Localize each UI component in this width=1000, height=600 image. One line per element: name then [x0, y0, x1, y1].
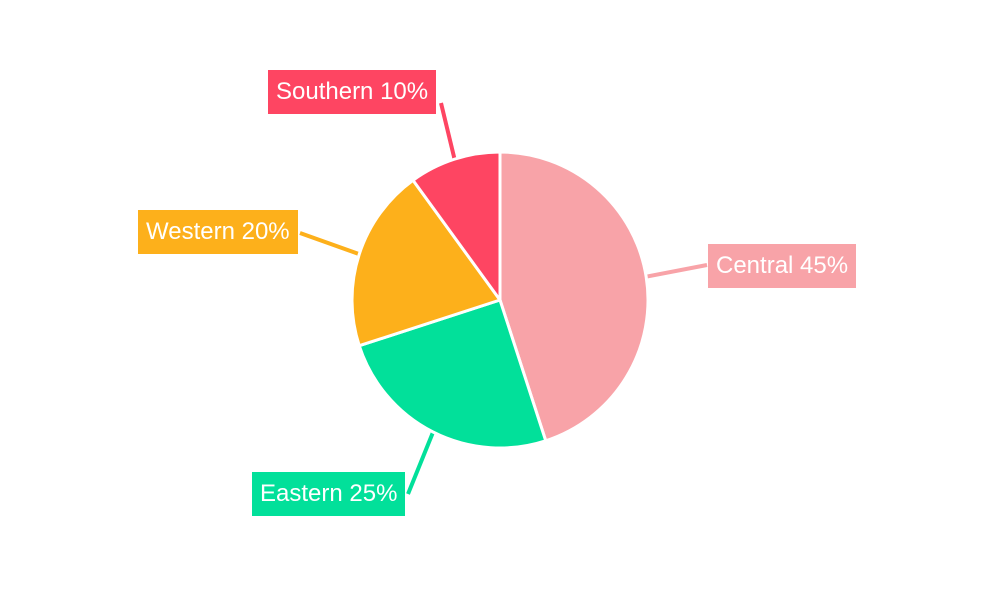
callout-southern: Southern 10% — [268, 70, 437, 114]
callout-eastern-name: Eastern — [260, 480, 343, 507]
leader-line-southern — [439, 102, 458, 164]
pie-slice-western — [350, 178, 502, 348]
callout-eastern: Eastern 25% — [252, 472, 406, 516]
pie-slice-eastern — [357, 298, 548, 450]
leader-line-western — [299, 231, 364, 258]
callout-central-percent: 45% — [800, 252, 849, 279]
callout-western-percent: 20% — [241, 218, 290, 245]
leader-line-central — [641, 263, 708, 280]
leader-line-eastern — [406, 427, 437, 495]
callout-southern-percent: 10% — [380, 78, 429, 105]
callout-southern-name: Southern — [276, 78, 374, 105]
callout-eastern-percent: 25% — [349, 480, 398, 507]
pie-slice-southern — [411, 150, 502, 302]
pie-slice-central — [498, 150, 650, 443]
callout-western: Western 20% — [138, 210, 298, 254]
callout-western-name: Western — [146, 218, 235, 245]
callout-central: Central 45% — [708, 244, 857, 288]
callout-central-name: Central — [716, 252, 794, 279]
